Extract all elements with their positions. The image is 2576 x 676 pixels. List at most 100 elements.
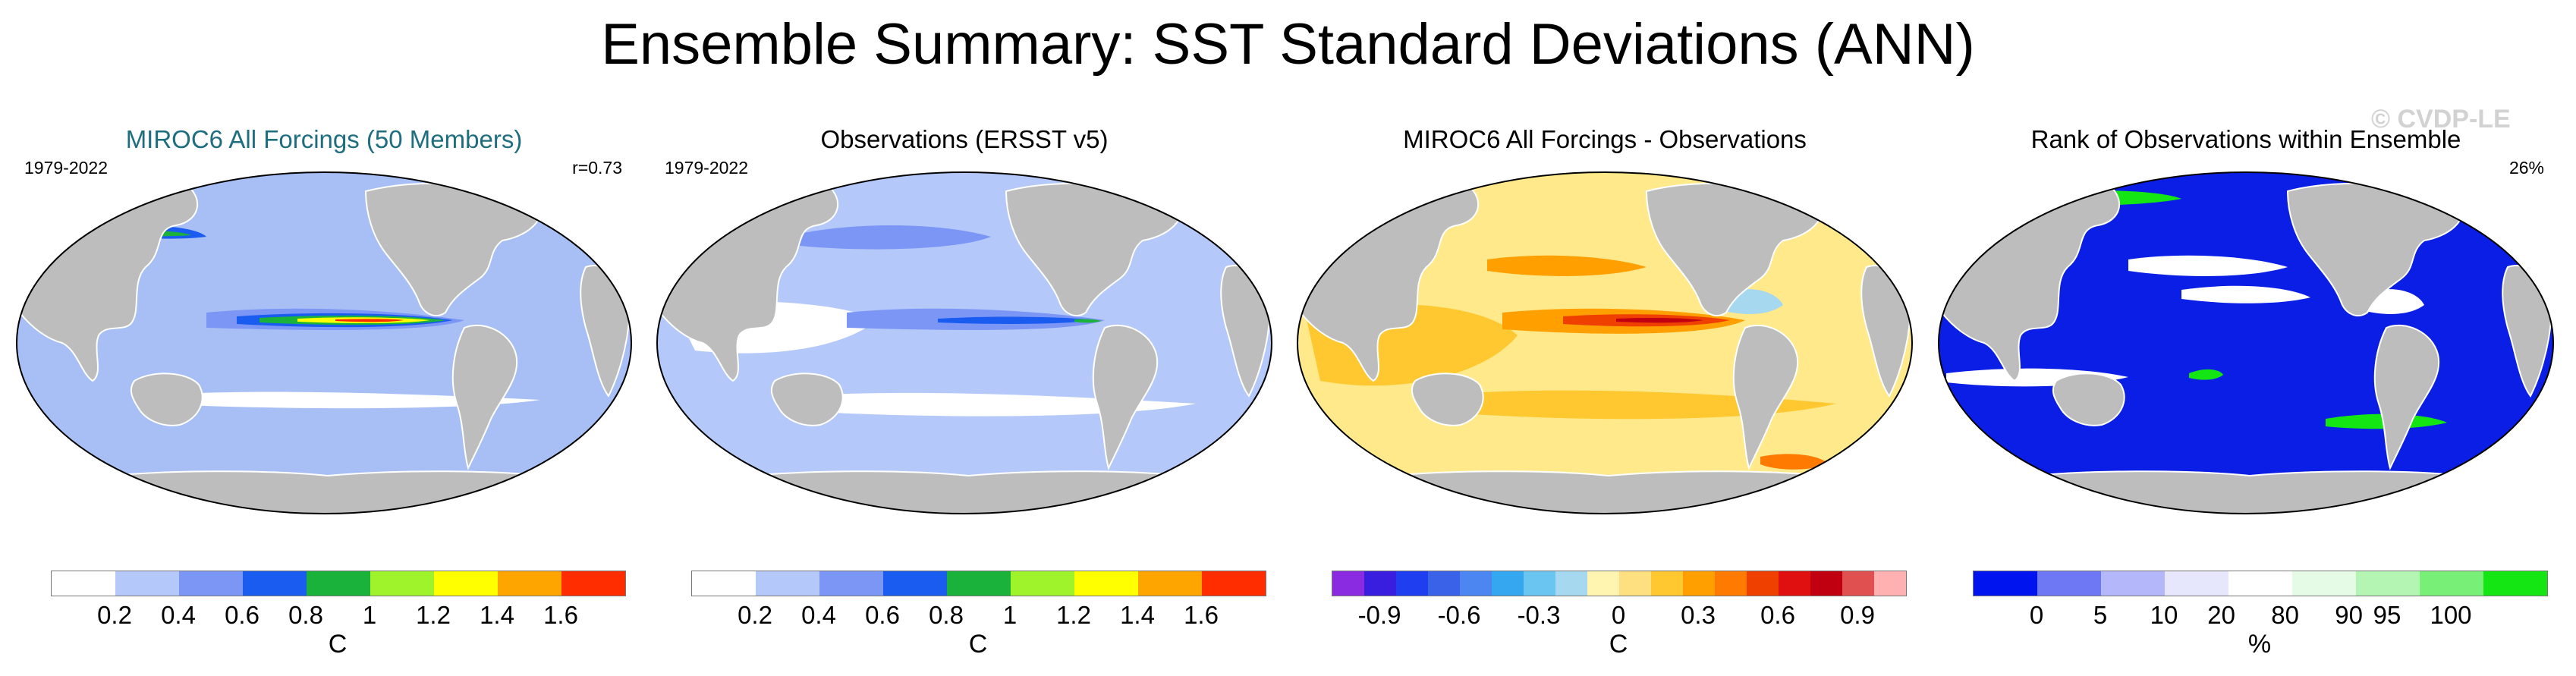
sst-contour xyxy=(2508,212,2542,227)
colorbar-tick-label: 0.3 xyxy=(1681,601,1716,629)
colorbar-tick-label: -0.3 xyxy=(1517,601,1561,629)
sst-contour xyxy=(1074,319,1101,323)
colorbar-swatch xyxy=(692,571,756,596)
colorbar-swatch xyxy=(2292,571,2356,596)
colorbar-swatch xyxy=(115,571,179,596)
sst-contour xyxy=(2189,369,2223,380)
colorbar-swatch xyxy=(1651,571,1683,596)
colorbar-unit: C xyxy=(968,630,988,659)
panel-model-sst-sd: MIROC6 All Forcings (50 Members) 1979-20… xyxy=(9,114,639,671)
map-outline xyxy=(16,171,632,514)
colorbar-swatch xyxy=(1011,571,1074,596)
colorbar-swatch xyxy=(947,571,1011,596)
colorbar-tick-label: 0.6 xyxy=(1760,601,1795,629)
colorbar-swatch xyxy=(1842,571,1874,596)
colorbar-swatch xyxy=(1587,571,1619,596)
colorbar xyxy=(1332,571,1907,596)
colorbar-swatch xyxy=(1555,571,1587,596)
world-map xyxy=(16,171,632,514)
panel-model-minus-obs: MIROC6 All Forcings - Observations -0.9 -… xyxy=(1290,114,1920,671)
sst-contour xyxy=(335,319,404,322)
colorbar-swatch xyxy=(561,571,625,596)
land-mass xyxy=(1999,470,2493,514)
colorbar-swatch xyxy=(1138,571,1202,596)
colorbar-swatch xyxy=(498,571,561,596)
land-mass xyxy=(770,373,844,426)
sst-contour xyxy=(2128,255,2288,276)
colorbar-tick-label: 0.8 xyxy=(288,601,323,629)
colorbar-swatch xyxy=(1460,571,1492,596)
colorbar-tick-label: 20 xyxy=(2207,601,2235,629)
colorbar-unit: % xyxy=(2247,630,2272,659)
map-outline xyxy=(1297,171,1913,514)
colorbar-swatch xyxy=(1974,571,2037,596)
watermark: © CVDP-LE xyxy=(2371,105,2511,134)
colorbar-tick-label: 0.2 xyxy=(738,601,772,629)
land-mass xyxy=(1774,175,1826,199)
colorbar-swatch xyxy=(1396,571,1428,596)
panel-title: MIROC6 All Forcings - Observations xyxy=(1403,125,1807,153)
ocean-field xyxy=(1939,172,2553,514)
colorbar-tick-label: 10 xyxy=(2150,601,2178,629)
rank-percent: 26% xyxy=(2508,158,2544,178)
period-label: 1979-2022 xyxy=(24,158,108,178)
colorbar-swatch xyxy=(2165,571,2228,596)
figure-title: Ensemble Summary: SST Standard Deviation… xyxy=(601,12,1975,77)
land-mass xyxy=(1092,324,1159,470)
land-mass xyxy=(493,175,546,199)
sst-contour xyxy=(1426,390,1836,420)
sst-contour xyxy=(786,225,991,250)
panel-title: Observations (ERSST v5) xyxy=(820,125,1109,153)
colorbar-tick-label: 0.4 xyxy=(161,601,196,629)
map-outline xyxy=(656,171,1272,514)
colorbar-swatch xyxy=(370,571,434,596)
colorbar-swatch xyxy=(179,571,243,596)
colorbar-tick-label: 0 xyxy=(2029,601,2044,629)
land-mass xyxy=(130,373,203,426)
sst-contour xyxy=(2181,285,2310,303)
colorbar-swatch xyxy=(1683,571,1715,596)
colorbar-tick-label: 1.2 xyxy=(416,601,451,629)
colorbar-tick-label: 0.9 xyxy=(1840,601,1875,629)
colorbar-tick-label: 1 xyxy=(1002,601,1018,629)
period-label: 1979-2022 xyxy=(665,158,748,178)
colorbar-tick-label: -0.9 xyxy=(1357,601,1401,629)
land-mass xyxy=(2052,373,2125,426)
colorbar-tick-label: 1.2 xyxy=(1056,601,1091,629)
sst-contour xyxy=(938,316,1097,324)
colorbar-tick-label: 1.6 xyxy=(543,601,578,629)
colorbar-swatch xyxy=(1619,571,1651,596)
colorbar-swatch xyxy=(2356,571,2420,596)
colorbar-swatch xyxy=(2228,571,2292,596)
colorbar-unit: C xyxy=(1609,630,1628,659)
land-mass xyxy=(717,470,1212,514)
colorbar-swatch xyxy=(1779,571,1810,596)
colorbar-tick-label: -0.6 xyxy=(1437,601,1481,629)
colorbar-swatch xyxy=(434,571,498,596)
colorbar-swatch xyxy=(2483,571,2547,596)
land-mass xyxy=(1732,324,1799,470)
colorbar-tick-label: 0 xyxy=(1611,601,1626,629)
world-map xyxy=(1938,171,2554,514)
land-mass xyxy=(451,324,518,470)
sst-contour xyxy=(1487,255,1647,276)
colorbar-unit: C xyxy=(328,630,348,659)
land-mass xyxy=(77,470,571,514)
colorbar-swatch xyxy=(1810,571,1842,596)
panel-title: MIROC6 All Forcings (50 Members) xyxy=(125,125,523,153)
colorbar-tick-label: 1.4 xyxy=(1120,601,1155,629)
land-mass xyxy=(2415,175,2467,199)
pattern-correlation: r=0.73 xyxy=(572,158,622,178)
colorbar-swatch xyxy=(1428,571,1460,596)
panel-obs-rank: Rank of Observations within Ensemble 26%… xyxy=(1931,114,2561,671)
map-outline xyxy=(1938,171,2554,514)
colorbar-swatch xyxy=(2037,571,2101,596)
colorbar-swatch xyxy=(2101,571,2165,596)
land-mass xyxy=(1357,470,1852,514)
colorbar-swatch xyxy=(1332,571,1364,596)
colorbar-swatch xyxy=(1202,571,1266,596)
colorbar-swatch xyxy=(52,571,115,596)
colorbar-tick-label: 1 xyxy=(362,601,377,629)
colorbar-swatch xyxy=(819,571,883,596)
colorbar-swatch xyxy=(756,571,819,596)
